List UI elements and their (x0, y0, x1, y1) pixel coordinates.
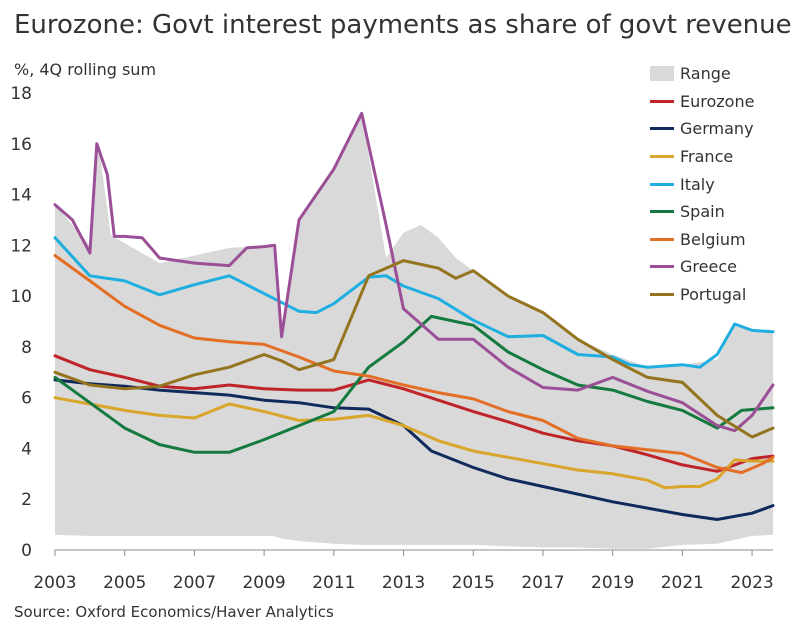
source-note: Source: Oxford Economics/Haver Analytics (14, 603, 334, 621)
legend-item-greece: Greece (650, 253, 754, 281)
legend-swatch (650, 182, 674, 186)
legend-swatch (650, 237, 674, 241)
x-tick-label: 2015 (452, 573, 495, 593)
legend-swatch (650, 66, 674, 82)
legend-label: Portugal (680, 285, 747, 305)
legend-swatch (650, 99, 674, 103)
y-tick-label: 12 (10, 236, 32, 256)
series-line-belgium (53, 254, 775, 475)
x-tick-label: 2009 (242, 573, 285, 593)
legend-label: Spain (680, 202, 725, 222)
legend-label: Range (680, 64, 731, 84)
series-line-germany (53, 378, 775, 521)
series-line-france (53, 396, 775, 490)
y-tick-label: 6 (21, 389, 32, 409)
x-tick-label: 2005 (103, 573, 146, 593)
legend-item-belgium: Belgium (650, 226, 754, 254)
y-tick-label: 14 (10, 186, 32, 206)
legend-item-portugal: Portugal (650, 281, 754, 309)
legend-label: Germany (680, 119, 754, 139)
legend: Range Eurozone Germany France Italy Spain Belg… (650, 60, 754, 308)
y-axis-unit-label: %, 4Q rolling sum (14, 60, 157, 79)
legend-label: Italy (680, 174, 715, 194)
legend-swatch (650, 210, 674, 214)
axis-layer: 0 2 4 6 8 10 12 14 16 18 2003 2005 2007 2009 2011 2013 2… (10, 84, 773, 593)
x-tick-label: 2007 (173, 573, 216, 593)
legend-item-france: France (650, 143, 754, 171)
chart-title: Eurozone: Govt interest payments as shar… (14, 10, 792, 40)
x-tick-label: 2019 (591, 573, 634, 593)
legend-swatch (650, 293, 674, 297)
series-line-italy (53, 236, 775, 369)
legend-item-eurozone: Eurozone (650, 88, 754, 116)
series-layer (53, 111, 775, 521)
x-tick-label: 2013 (382, 573, 425, 593)
legend-label: France (680, 147, 734, 167)
x-tick-label: 2023 (730, 573, 773, 593)
legend-swatch (650, 127, 674, 131)
x-tick-label: 2003 (33, 573, 76, 593)
legend-swatch (650, 265, 674, 269)
series-line-greece (53, 111, 775, 433)
y-tick-label: 8 (21, 338, 32, 358)
series-line-eurozone (53, 354, 775, 473)
y-tick-label: 4 (21, 439, 32, 459)
x-tick-label: 2021 (661, 573, 704, 593)
legend-label: Eurozone (680, 91, 755, 111)
y-tick-label: 0 (21, 541, 32, 561)
y-tick-label: 16 (10, 135, 32, 155)
legend-item-spain: Spain (650, 198, 754, 226)
y-tick-label: 18 (10, 84, 32, 104)
x-tick-label: 2011 (312, 573, 355, 593)
y-tick-label: 10 (10, 287, 32, 307)
legend-item-italy: Italy (650, 170, 754, 198)
legend-item-range: Range (650, 60, 754, 88)
legend-item-germany: Germany (650, 115, 754, 143)
legend-swatch (650, 155, 674, 159)
series-line-portugal (53, 259, 775, 439)
legend-label: Greece (680, 257, 737, 277)
y-tick-label: 2 (21, 490, 32, 510)
legend-label: Belgium (680, 229, 746, 249)
x-tick-label: 2017 (521, 573, 564, 593)
series-line-spain (53, 314, 775, 454)
